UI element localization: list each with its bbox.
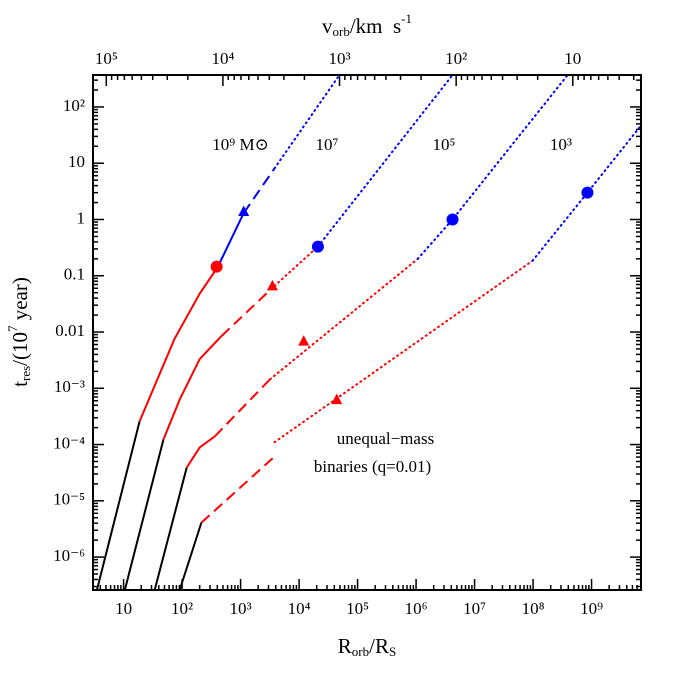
x-tick-label: 10⁷	[463, 599, 486, 618]
triangle-marker	[238, 205, 250, 216]
y-label-part: res	[18, 366, 33, 381]
annotation: 10⁷	[316, 135, 339, 154]
series-line	[273, 259, 534, 444]
series-line	[273, 245, 319, 287]
series-line	[316, 74, 454, 248]
x-tick-label: 10³	[230, 599, 252, 618]
y-label-part: 7	[5, 325, 20, 332]
circle-marker	[210, 260, 223, 273]
x-tick-label: 10⁴	[288, 599, 311, 618]
x2-label-part: v	[322, 14, 333, 38]
y-axis-label: tres/(107 year)	[5, 277, 33, 387]
annotation: 10⁵	[433, 135, 456, 154]
series-line	[178, 522, 203, 591]
annotation: 10⁹ M⊙	[212, 135, 269, 154]
y-label-part: /(10	[8, 332, 32, 366]
y-label-part: t	[8, 381, 32, 387]
triangle-marker	[298, 335, 310, 346]
circle-marker	[581, 186, 594, 199]
x-tick-label: 10²	[171, 599, 193, 618]
y-tick-label: 0.01	[55, 321, 85, 340]
series-line	[416, 74, 569, 260]
series-line	[200, 455, 276, 524]
series-line	[242, 167, 276, 214]
triangle-marker	[266, 279, 278, 291]
series-line	[123, 439, 165, 591]
plot-frame	[92, 74, 642, 591]
y-tick-label: 10⁻³	[54, 377, 85, 396]
series-line	[153, 467, 188, 591]
y-tick-label: 10⁻⁵	[53, 490, 85, 509]
x2-tick-label: 10³	[328, 49, 350, 68]
circle-marker	[311, 240, 324, 253]
x2-axis-label: vorb/km s-1	[322, 11, 412, 39]
x-tick-label: 10⁶	[405, 599, 428, 618]
triangle-marker	[331, 393, 343, 405]
y-tick-label: 10²	[63, 96, 85, 115]
x-tick-label: 10⁹	[580, 599, 603, 618]
x-tick-label: 10	[115, 599, 132, 618]
series-line	[269, 257, 419, 381]
series-line	[531, 124, 642, 262]
series-line	[162, 335, 223, 440]
x-tick-label: 10⁵	[346, 599, 369, 618]
x2-tick-label: 10²	[445, 49, 467, 68]
series-line	[95, 420, 141, 591]
x2-tick-label: 10	[564, 49, 581, 68]
annotation: binaries (q=0.01)	[314, 457, 431, 476]
series-line	[138, 266, 219, 422]
x2-label-part: -1	[401, 11, 412, 26]
y-tick-label: 10	[68, 152, 85, 171]
x-tick-label: 10⁸	[522, 599, 545, 618]
circle-marker	[446, 213, 459, 226]
y-tick-label: 0.1	[64, 265, 85, 284]
annotation: unequal−mass	[337, 429, 434, 448]
series-line	[214, 378, 271, 438]
series-line	[220, 285, 276, 337]
y-tick-label: 10⁻⁴	[53, 433, 85, 452]
x-label-part: /R	[369, 634, 389, 658]
x2-label-part: /km s	[350, 14, 401, 38]
y-label-part: year)	[8, 277, 32, 325]
annotation: 10³	[550, 135, 572, 154]
y-tick-label: 10⁻⁶	[53, 546, 85, 565]
x-axis-label: Rorb/RS	[338, 634, 396, 659]
x-label-part: R	[338, 634, 352, 658]
x2-tick-label: 10⁵	[95, 49, 118, 68]
x-label-part: orb	[352, 644, 369, 659]
series-line	[185, 435, 216, 469]
x-label-part: S	[389, 644, 396, 659]
x2-label-part: orb	[332, 24, 349, 39]
series-line	[273, 74, 341, 170]
x2-tick-label: 10⁴	[211, 49, 234, 68]
series-line	[217, 212, 245, 268]
y-tick-label: 1	[77, 208, 86, 227]
